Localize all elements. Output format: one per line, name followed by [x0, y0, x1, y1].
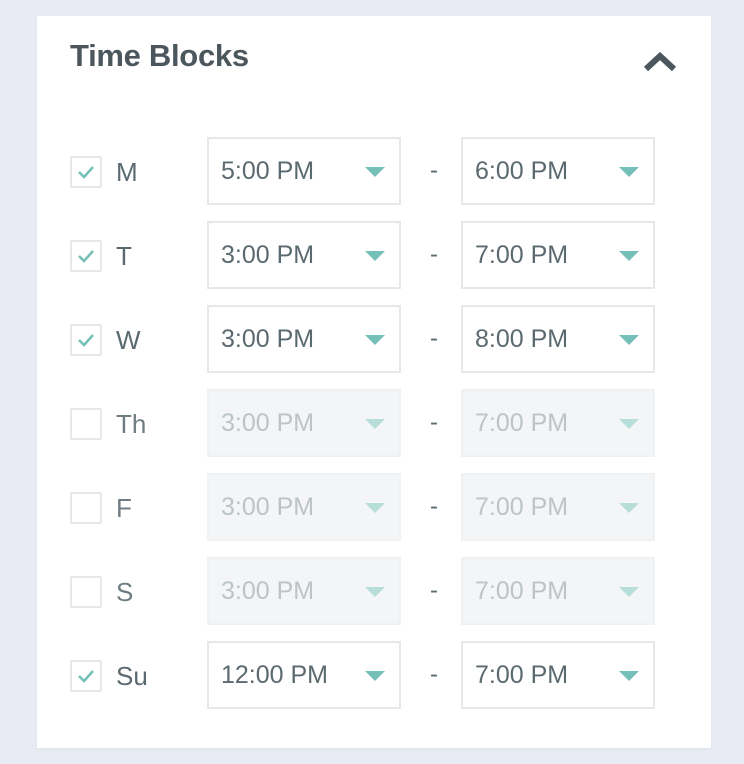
start-time-value: 5:00 PM [221, 157, 315, 185]
dropdown-arrow-icon [365, 587, 385, 597]
day-checkbox[interactable] [70, 576, 102, 608]
time-block-row: F 3:00 PM - 7:00 PM [37, 473, 711, 541]
chevron-up-icon[interactable] [643, 51, 677, 72]
checkmark-icon [78, 334, 94, 347]
range-separator: - [430, 157, 438, 184]
time-block-row: S 3:00 PM - 7:00 PM [37, 557, 711, 625]
day-label: S [116, 577, 134, 607]
end-time-value: 7:00 PM [475, 661, 569, 689]
start-time-select[interactable]: 5:00 PM [207, 137, 401, 205]
range-separator: - [430, 493, 438, 520]
start-time-select[interactable]: 12:00 PM [207, 641, 401, 709]
end-time-select[interactable]: 7:00 PM [461, 641, 655, 709]
range-separator: - [430, 241, 438, 268]
dropdown-arrow-icon [619, 671, 639, 681]
end-time-select[interactable]: 7:00 PM [461, 557, 655, 625]
end-time-select[interactable]: 7:00 PM [461, 389, 655, 457]
end-time-value: 7:00 PM [475, 409, 569, 437]
day-checkbox[interactable] [70, 660, 102, 692]
end-time-select[interactable]: 6:00 PM [461, 137, 655, 205]
checkmark-icon [78, 166, 94, 179]
start-time-value: 3:00 PM [221, 325, 315, 353]
end-time-select[interactable]: 8:00 PM [461, 305, 655, 373]
checkmark-icon [78, 250, 94, 263]
day-label: W [116, 325, 141, 355]
time-block-row: T 3:00 PM - 7:00 PM [37, 221, 711, 289]
start-time-value: 3:00 PM [221, 409, 315, 437]
checkmark-icon [78, 670, 94, 683]
time-block-row: Th 3:00 PM - 7:00 PM [37, 389, 711, 457]
panel-title: Time Blocks [70, 38, 249, 73]
day-label: T [116, 241, 132, 271]
start-time-value: 3:00 PM [221, 577, 315, 605]
dropdown-arrow-icon [365, 167, 385, 177]
start-time-select[interactable]: 3:00 PM [207, 221, 401, 289]
start-time-select[interactable]: 3:00 PM [207, 305, 401, 373]
end-time-select[interactable]: 7:00 PM [461, 221, 655, 289]
start-time-value: 12:00 PM [221, 661, 329, 689]
range-separator: - [430, 577, 438, 604]
range-separator: - [430, 409, 438, 436]
dropdown-arrow-icon [365, 251, 385, 261]
dropdown-arrow-icon [619, 503, 639, 513]
range-separator: - [430, 325, 438, 352]
dropdown-arrow-icon [619, 335, 639, 345]
dropdown-arrow-icon [619, 167, 639, 177]
day-checkbox[interactable] [70, 240, 102, 272]
end-time-select[interactable]: 7:00 PM [461, 473, 655, 541]
day-checkbox[interactable] [70, 408, 102, 440]
time-block-row: M 5:00 PM - 6:00 PM [37, 137, 711, 205]
day-label: Su [116, 661, 148, 691]
range-separator: - [430, 661, 438, 688]
start-time-value: 3:00 PM [221, 493, 315, 521]
day-label: F [116, 493, 132, 523]
day-label: Th [116, 409, 147, 439]
dropdown-arrow-icon [619, 587, 639, 597]
start-time-select[interactable]: 3:00 PM [207, 473, 401, 541]
time-block-row: Su 12:00 PM - 7:00 PM [37, 641, 711, 709]
dropdown-arrow-icon [619, 419, 639, 429]
start-time-value: 3:00 PM [221, 241, 315, 269]
day-label: M [116, 157, 138, 187]
day-checkbox[interactable] [70, 324, 102, 356]
time-blocks-panel: Time Blocks M 5:00 PM - 6:00 PM T 3:00 P… [37, 16, 711, 748]
end-time-value: 7:00 PM [475, 241, 569, 269]
start-time-select[interactable]: 3:00 PM [207, 557, 401, 625]
end-time-value: 7:00 PM [475, 493, 569, 521]
time-block-row: W 3:00 PM - 8:00 PM [37, 305, 711, 373]
end-time-value: 6:00 PM [475, 157, 569, 185]
start-time-select[interactable]: 3:00 PM [207, 389, 401, 457]
end-time-value: 7:00 PM [475, 577, 569, 605]
dropdown-arrow-icon [365, 671, 385, 681]
end-time-value: 8:00 PM [475, 325, 569, 353]
dropdown-arrow-icon [365, 419, 385, 429]
dropdown-arrow-icon [365, 335, 385, 345]
day-checkbox[interactable] [70, 156, 102, 188]
day-checkbox[interactable] [70, 492, 102, 524]
dropdown-arrow-icon [619, 251, 639, 261]
dropdown-arrow-icon [365, 503, 385, 513]
